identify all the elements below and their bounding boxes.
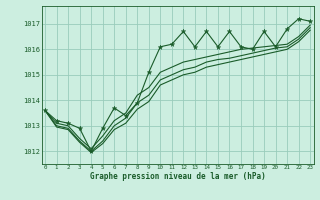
X-axis label: Graphe pression niveau de la mer (hPa): Graphe pression niveau de la mer (hPa) [90, 172, 266, 181]
